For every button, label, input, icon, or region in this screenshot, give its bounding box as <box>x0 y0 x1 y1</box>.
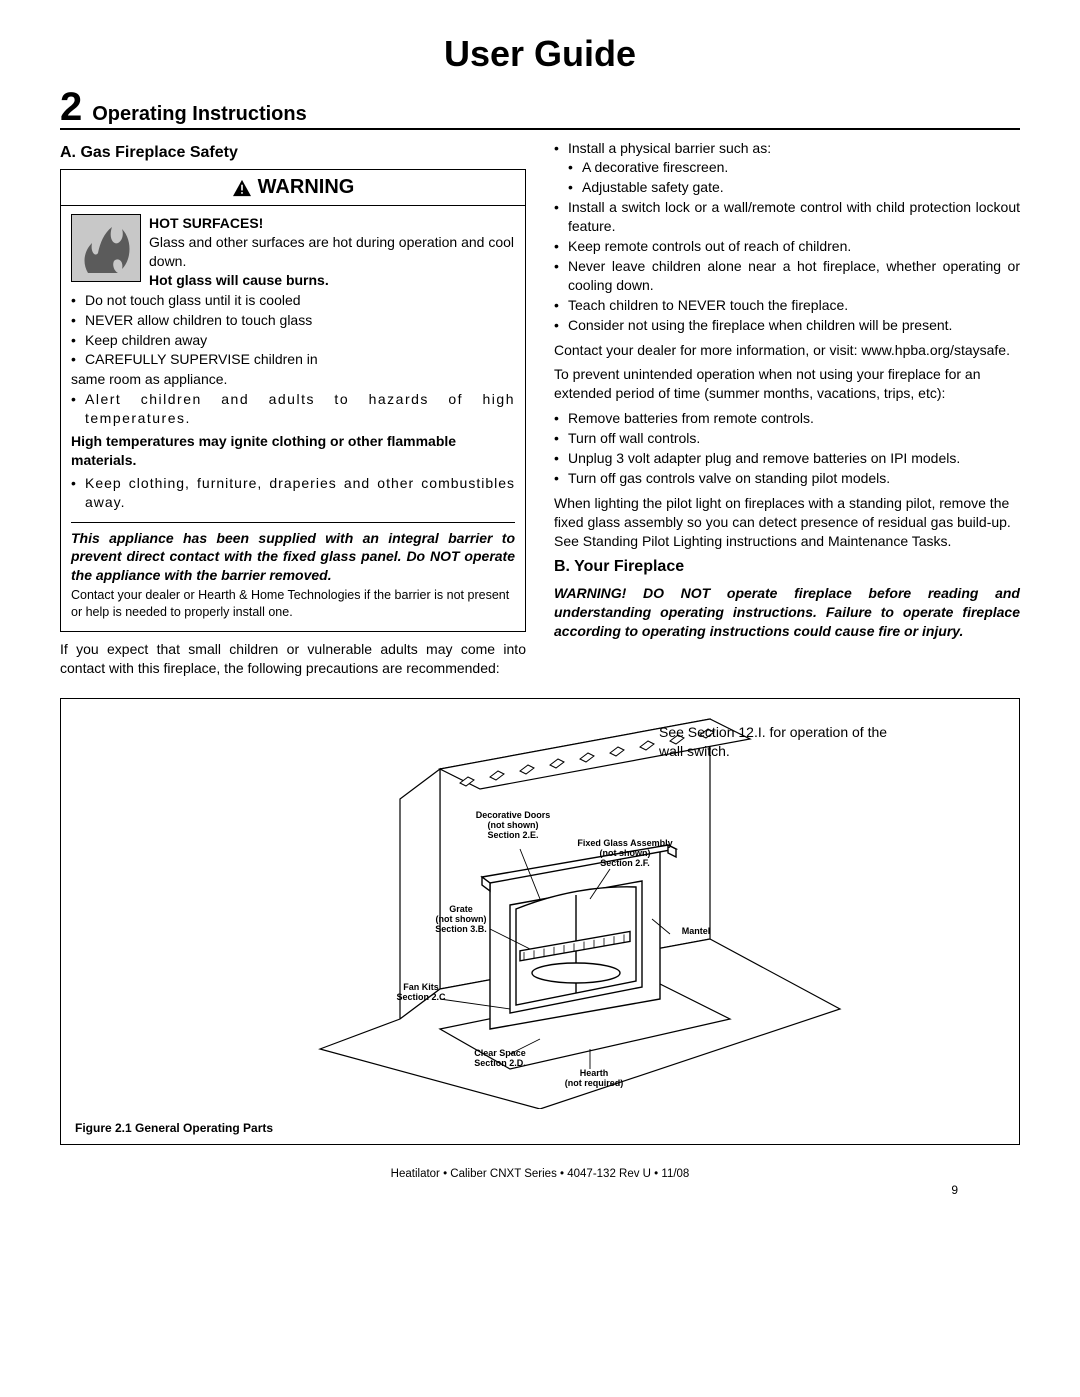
hot-bullet: NEVER allow children to touch glass <box>71 311 515 330</box>
bullet: Teach children to NEVER touch the firepl… <box>554 296 1020 315</box>
bullet: Install a physical barrier such as: A de… <box>554 139 1020 198</box>
label-fan-kits: Fan KitsSection 2.C <box>386 983 456 1003</box>
section-header: 2 Operating Instructions <box>60 87 1020 130</box>
clothing-bullet: Keep clothing, furniture, draperies and … <box>71 474 515 512</box>
alert-bullet: Alert children and adults to hazards of … <box>71 390 515 428</box>
figure-caption: Figure 2.1 General Operating Parts <box>75 1120 1005 1136</box>
alert-list: Alert children and adults to hazards of … <box>71 390 515 428</box>
bullet: Consider not using the fireplace when ch… <box>554 316 1020 335</box>
pilot-para: When lighting the pilot light on firepla… <box>554 494 1020 551</box>
contact-para: Contact your dealer for more information… <box>554 341 1020 360</box>
clothing-list: Keep clothing, furniture, draperies and … <box>71 474 515 512</box>
right-column: Install a physical barrier such as: A de… <box>554 138 1020 684</box>
subhead-b: B. Your Fireplace <box>554 556 1020 578</box>
warn-operate: WARNING! DO NOT operate fireplace before… <box>554 584 1020 641</box>
figure-diagram: Decorative Doors(not shown)Section 2.E. … <box>75 709 1005 1114</box>
right-bullets-2: Remove batteries from remote controls. T… <box>554 409 1020 488</box>
hot-bullet: Keep children away <box>71 331 515 350</box>
right-bullets-1: Install a physical barrier such as: A de… <box>554 139 1020 335</box>
barrier-title: This appliance has been supplied with an… <box>71 529 515 586</box>
figure-box: See Section 12.I. for operation of the w… <box>60 698 1020 1145</box>
warning-label: WARNING <box>258 174 355 201</box>
left-column: A. Gas Fireplace Safety WARNING HOT SURF… <box>60 138 526 684</box>
footer-text: Heatilator • Caliber CNXT Series • 4047-… <box>60 1167 1020 1183</box>
nested-list: A decorative firescreen. Adjustable safe… <box>568 158 1020 197</box>
barrier-note: Contact your dealer or Hearth & Home Tec… <box>71 587 515 621</box>
label-hearth: Hearth(not required) <box>554 1069 634 1089</box>
high-temp: High temperatures may ignite clothing or… <box>71 432 515 470</box>
subhead-a: A. Gas Fireplace Safety <box>60 142 526 164</box>
bullet: Unplug 3 volt adapter plug and remove ba… <box>554 449 1020 468</box>
label-grate: Grate(not shown)Section 3.B. <box>426 905 496 935</box>
label-fixed-glass: Fixed Glass Assembly(not shown)Section 2… <box>560 839 690 869</box>
hot-bullets: Do not touch glass until it is cooled NE… <box>71 291 515 370</box>
label-decorative-doors: Decorative Doors(not shown)Section 2.E. <box>458 811 568 841</box>
page-number: 9 <box>951 1182 958 1198</box>
label-mantel: Mantel <box>666 927 726 937</box>
warning-box: WARNING HOT SURFACES! Glass and other su… <box>60 169 526 632</box>
hot-same-room: same room as appliance. <box>71 370 515 389</box>
warning-triangle-icon <box>232 179 252 197</box>
bullet: Never leave children alone near a hot fi… <box>554 257 1020 295</box>
two-column-layout: A. Gas Fireplace Safety WARNING HOT SURF… <box>60 138 1020 684</box>
section-title: Operating Instructions <box>92 101 306 128</box>
warning-body: HOT SURFACES! Glass and other surfaces a… <box>61 206 525 631</box>
warning-header: WARNING <box>61 170 525 206</box>
bullet: Turn off gas controls valve on standing … <box>554 469 1020 488</box>
nested-bullet: A decorative firescreen. <box>568 158 1020 177</box>
bullet: Install a switch lock or a wall/remote c… <box>554 198 1020 236</box>
footer-wrap: Heatilator • Caliber CNXT Series • 4047-… <box>60 1167 1020 1183</box>
bullet: Remove batteries from remote controls. <box>554 409 1020 428</box>
prevent-intro: To prevent unintended operation when not… <box>554 365 1020 403</box>
page-title: User Guide <box>60 30 1020 79</box>
bullet: Turn off wall controls. <box>554 429 1020 448</box>
flame-icon <box>71 214 141 282</box>
hot-bullet: CAREFULLY SUPERVISE children in <box>71 350 515 369</box>
nested-bullet: Adjustable safety gate. <box>568 178 1020 197</box>
label-clear-space: Clear SpaceSection 2.D. <box>460 1049 540 1069</box>
hot-bullet: Do not touch glass until it is cooled <box>71 291 515 310</box>
precautions-intro: If you expect that small children or vul… <box>60 640 526 678</box>
section-number: 2 <box>60 87 82 127</box>
barrier-box: This appliance has been supplied with an… <box>71 522 515 621</box>
bullet: Keep remote controls out of reach of chi… <box>554 237 1020 256</box>
figure-note: See Section 12.I. for operation of the w… <box>659 723 889 761</box>
